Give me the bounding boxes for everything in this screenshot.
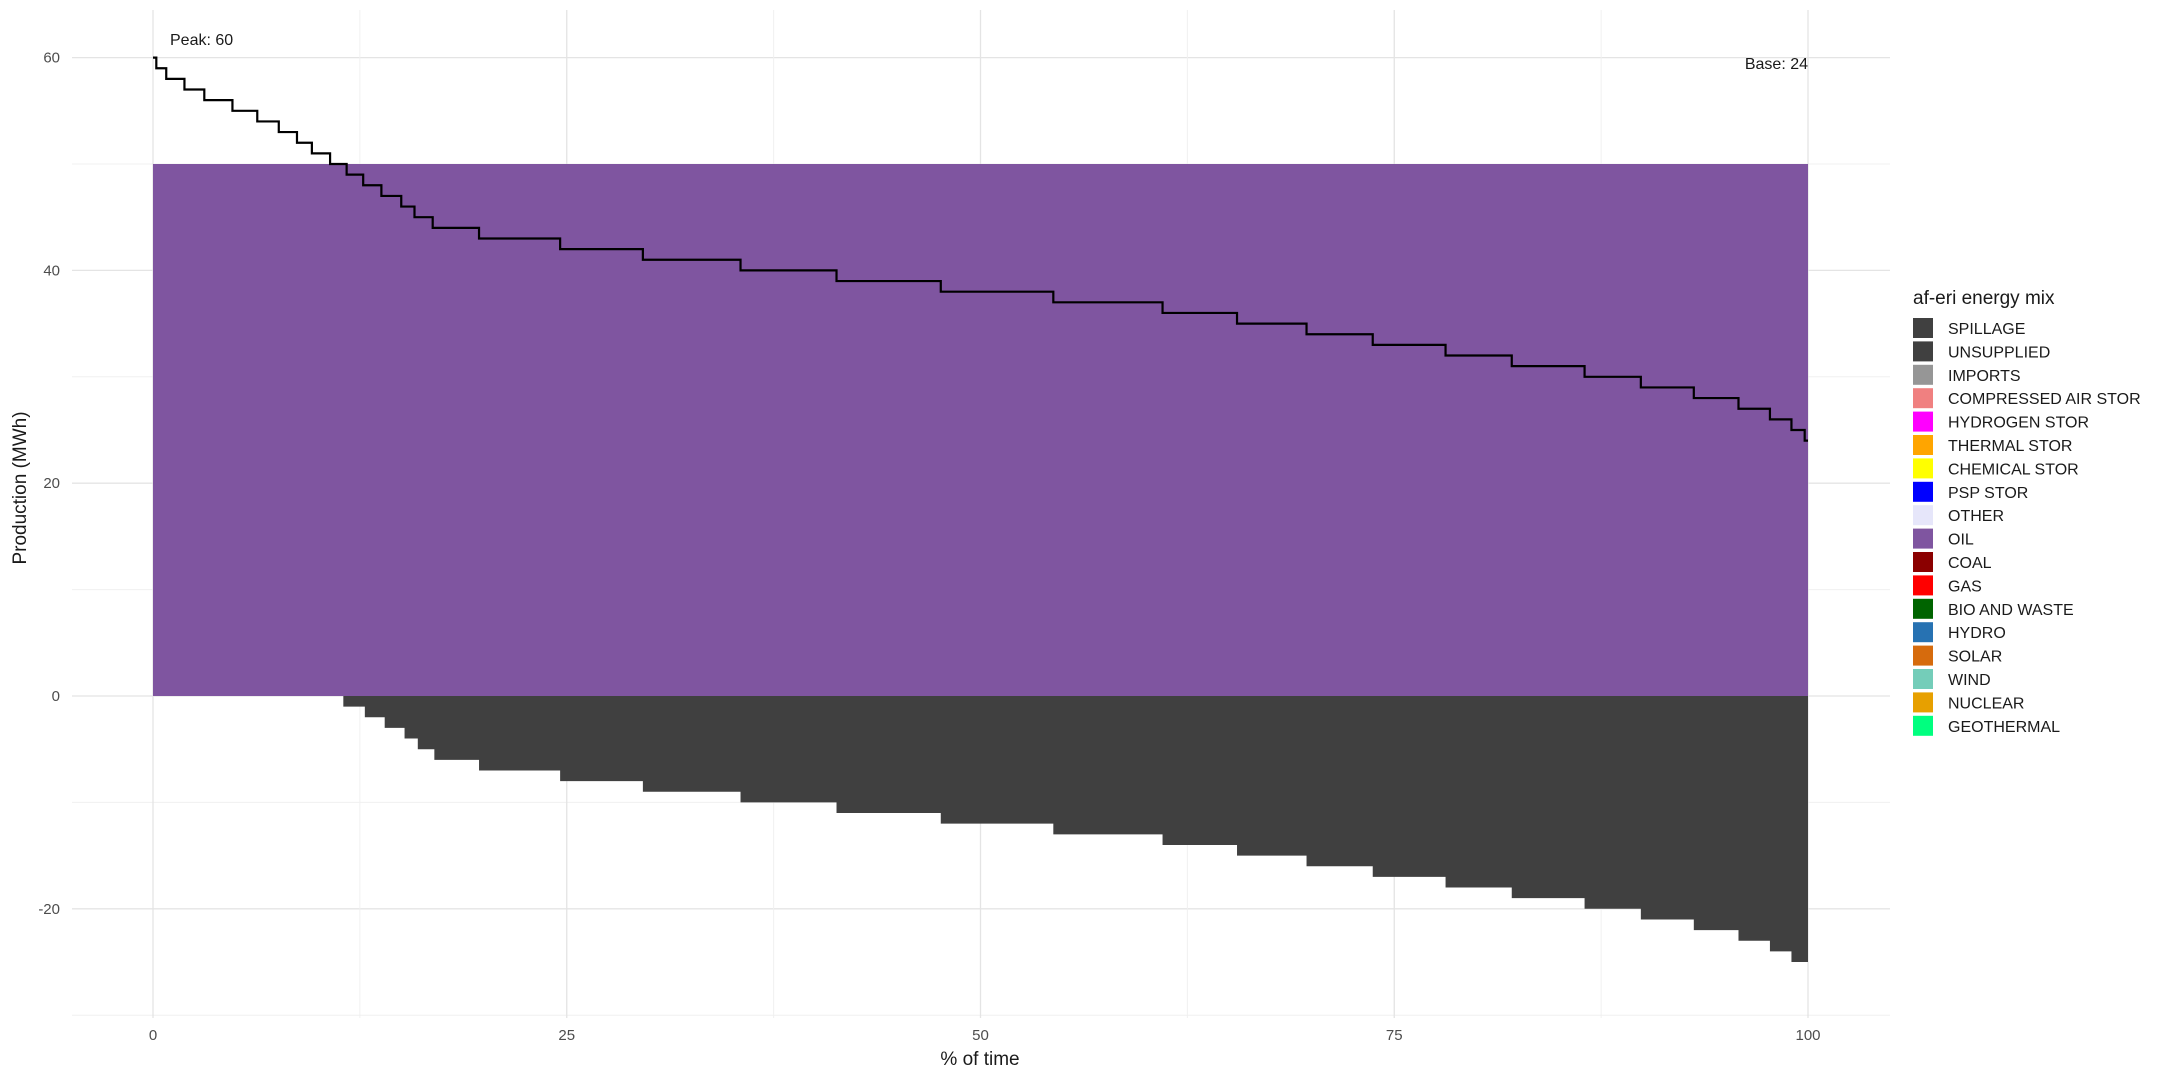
legend-key-chemical-stor [1913,458,1933,479]
legend-key-imports [1913,364,1933,385]
x-tick-label: 75 [1386,1027,1403,1044]
base-annotation: Base: 24 [1745,56,1808,73]
legend-label-thermal-stor: THERMAL STOR [1948,438,2072,455]
legend-key-hydrogen-stor [1913,411,1933,432]
legend-label-hydrogen-stor: HYDROGEN STOR [1948,415,2089,432]
legend-label-gas: GAS [1948,578,1982,595]
plot-areas [153,164,1808,973]
legend-label-compressed-air-stor: COMPRESSED AIR STOR [1948,391,2141,408]
y-tick-label: 60 [43,50,60,67]
x-tick-label: 25 [558,1027,575,1044]
legend-label-wind: WIND [1948,672,1991,689]
legend-key-wind [1913,669,1933,689]
legend-title: af-eri energy mix [1913,288,2055,309]
y-axis-title: Production (MWh) [10,411,31,564]
plot-lines [153,56,1808,442]
legend-key-thermal-stor [1913,435,1933,455]
legend-label-nuclear: NUCLEAR [1948,695,2024,712]
legend-key-gas [1913,575,1933,596]
x-tick-label: 100 [1795,1027,1820,1044]
legend-key-solar [1913,645,1933,666]
legend-key-oil [1913,528,1933,549]
peak-annotation: Peak: 60 [170,32,233,49]
legend-label-solar: SOLAR [1948,649,2002,666]
legend-key-hydro [1913,622,1933,643]
legend-label-geothermal: GEOTHERMAL [1948,719,2060,736]
legend-key-bio-and-waste [1913,598,1933,619]
legend-label-unsupplied: UNSUPPLIED [1948,344,2050,361]
legend-label-chemical-stor: CHEMICAL STOR [1948,461,2079,478]
spillage-area [153,696,1808,973]
legend-key-coal [1913,552,1933,572]
legend-key-spillage [1913,318,1933,338]
x-tick-label: 50 [972,1027,989,1044]
oil-area [153,164,1808,696]
legend-label-other: OTHER [1948,508,2004,525]
legend-label-bio-and-waste: BIO AND WASTE [1948,602,2074,619]
legend-label-oil: OIL [1948,532,1974,549]
y-tick-label: 20 [43,475,60,492]
legend-key-other [1913,505,1933,526]
x-tick-labels: 0 25 50 75 100 [149,1027,1821,1044]
legend-label-spillage: SPILLAGE [1948,321,2025,338]
x-axis-title: % of time [940,1049,1019,1070]
legend-key-unsupplied [1913,341,1933,362]
legend-key-psp-stor [1913,481,1933,502]
legend-label-hydro: HYDRO [1948,625,2006,642]
legend-label-imports: IMPORTS [1948,368,2021,385]
legend-key-geothermal [1913,715,1933,736]
legend: af-eri energy mix SPILLAGE UNSUPPLIED IMPO… [1913,288,2141,736]
total-production-line [153,56,1808,442]
legend-label-psp-stor: PSP STOR [1948,485,2028,502]
y-tick-label: 40 [43,262,60,279]
legend-key-nuclear [1913,692,1933,713]
legend-key-compressed-air-stor [1913,388,1933,409]
y-tick-label: 0 [52,688,60,705]
y-tick-labels: -20 0 20 40 60 [38,50,60,918]
legend-label-coal: COAL [1948,555,1992,572]
y-tick-label: -20 [38,901,60,918]
x-tick-label: 0 [149,1027,157,1044]
